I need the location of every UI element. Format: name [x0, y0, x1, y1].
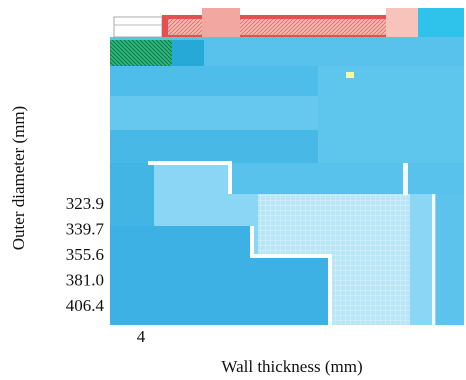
- heat-cell-teal: [172, 40, 204, 66]
- heat-cell-deep-lower: [110, 226, 330, 325]
- heat-cell-top-pink-a: [202, 8, 240, 37]
- y-tick-label: 381.0: [66, 271, 104, 290]
- x-tick-label: 4: [137, 327, 146, 346]
- heat-cell-green: [110, 40, 172, 66]
- heat-cell-dot: [346, 72, 354, 78]
- heat-cell-pale-block: [230, 194, 410, 325]
- x-tick-labels: 4: [137, 327, 146, 346]
- y-tick-label: 406.4: [66, 296, 105, 315]
- y-axis-label: Outer diameter (mm): [9, 106, 28, 250]
- y-tick-label: 323.9: [66, 194, 104, 213]
- heat-cell-top-pink-b: [386, 8, 418, 37]
- y-tick-labels: 323.9 339.7 355.6 381.0 406.4: [66, 194, 105, 315]
- x-axis-label: Wall thickness (mm): [221, 357, 362, 376]
- heat-cell-edge-3: [403, 163, 408, 195]
- heat-cell-row-3-right: [318, 66, 464, 163]
- heat-cell-edge-4: [432, 194, 435, 325]
- top-band: [113, 8, 464, 38]
- y-tick-label: 339.7: [66, 220, 105, 239]
- plot-area: [110, 8, 464, 325]
- heat-cell-edge-1: [148, 161, 232, 194]
- heat-cell-top-outline: [113, 16, 163, 38]
- heat-cell-right-strip: [436, 194, 464, 325]
- y-tick-label: 355.6: [66, 245, 104, 264]
- heat-cell-top-blue: [418, 8, 464, 37]
- lower-zones: [110, 161, 464, 325]
- heat-cell-edge-2: [250, 226, 332, 325]
